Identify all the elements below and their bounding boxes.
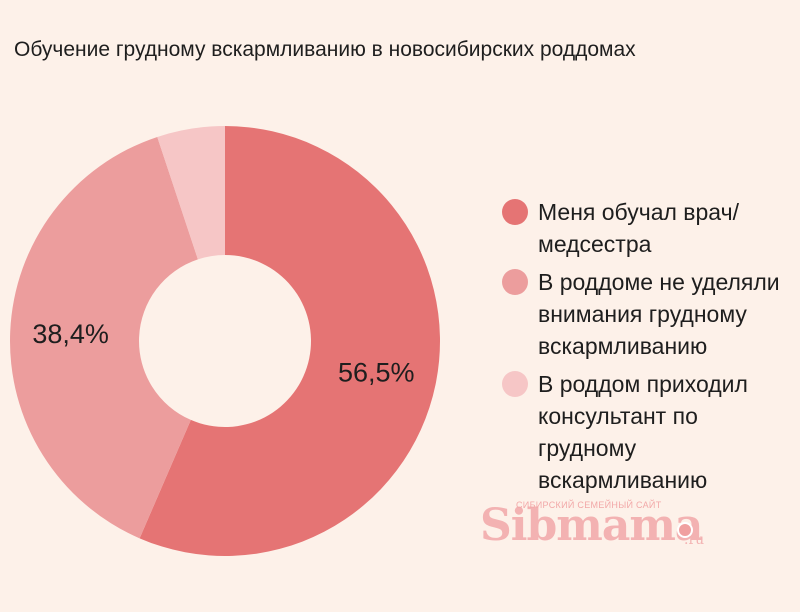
- legend-label-0: Меня обучал врач/ медсестра: [538, 199, 739, 257]
- pie-slice-1: [10, 136, 198, 539]
- legend-item: В роддоме не уделяли внимания грудному в…: [502, 266, 792, 362]
- slice-value-label-1: 38,4%: [32, 319, 109, 349]
- watermark-logo: Sibmama: [480, 500, 703, 551]
- pie-slice-2: [157, 126, 225, 260]
- chart-title: Обучение грудному вскармливанию в новоси…: [14, 38, 636, 61]
- sibmama-watermark: Sibmama СИБИРСКИЙ СЕМЕЙНЫЙ САЙТ .ru: [480, 496, 720, 566]
- legend: Меня обучал врач/ медсестра В роддоме не…: [502, 196, 792, 502]
- legend-swatch-2: [502, 371, 528, 397]
- legend-item: Меня обучал врач/ медсестра: [502, 196, 792, 260]
- pie-slice-0: [139, 126, 440, 556]
- watermark-dot-icon: [677, 522, 693, 538]
- watermark-domain: .ru: [684, 532, 705, 548]
- legend-item: В роддом приходил консультант по грудном…: [502, 368, 792, 496]
- legend-swatch-0: [502, 199, 528, 225]
- slice-value-label-0: 56,5%: [338, 357, 415, 387]
- legend-label-2: В роддом приходил консультант по грудном…: [538, 371, 748, 493]
- legend-swatch-1: [502, 269, 528, 295]
- legend-label-1: В роддоме не уделяли внимания грудному в…: [538, 269, 780, 359]
- watermark-tagline: СИБИРСКИЙ СЕМЕЙНЫЙ САЙТ: [516, 500, 662, 510]
